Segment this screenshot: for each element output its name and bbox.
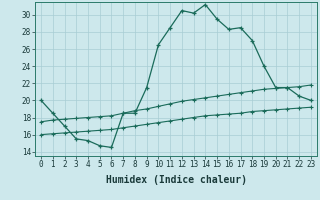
X-axis label: Humidex (Indice chaleur): Humidex (Indice chaleur) <box>106 175 246 185</box>
